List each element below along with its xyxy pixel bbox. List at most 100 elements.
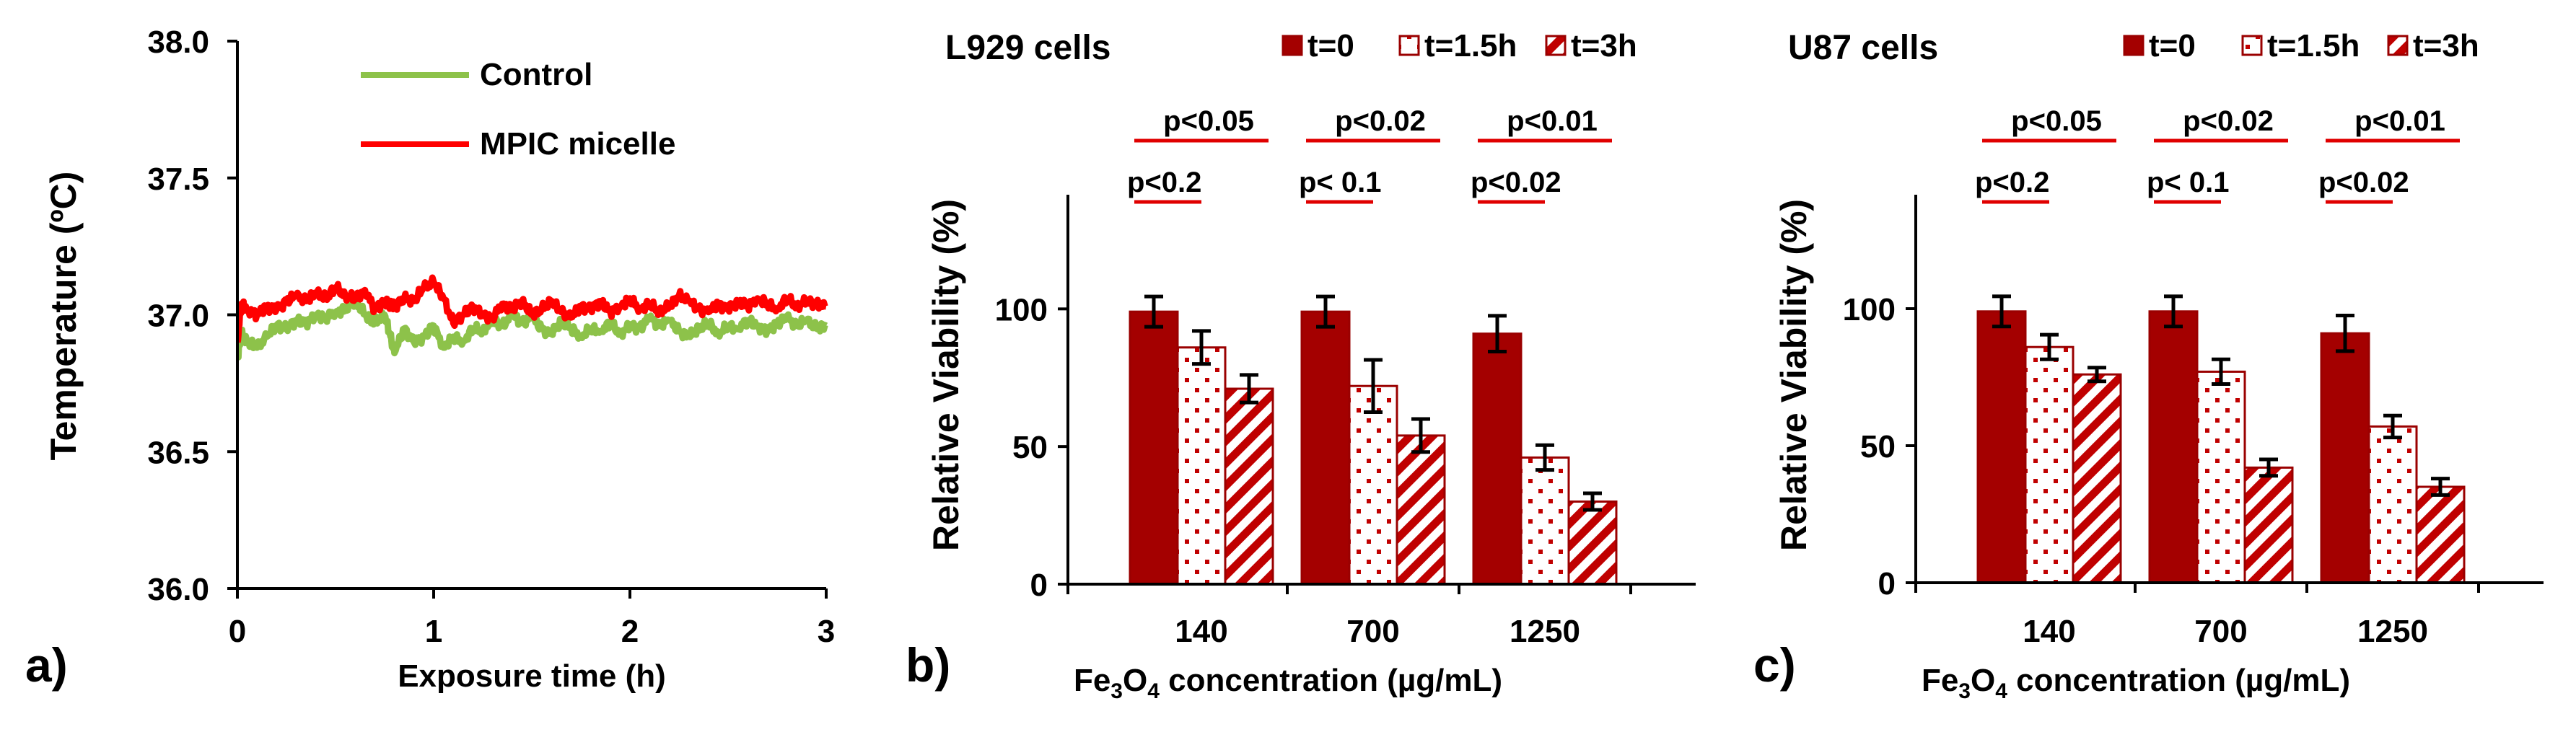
- b-title: L929 cells: [945, 29, 1111, 67]
- c-bar-t0: [1976, 310, 2027, 584]
- panel-a: a) 36.0 36.5 37.0 37.5 38.0 0 1 2 3 Temperature…: [25, 25, 835, 694]
- b-bar-t15h: [1520, 456, 1570, 586]
- b-significance-label: p<0.01: [1507, 105, 1598, 137]
- a-legend-label-control: Control: [480, 57, 592, 92]
- b-plot-area: 0 50 100 140 700 1250 p<0.05 p<0.2 p<0.02 p< 0.1 p…: [995, 105, 1696, 649]
- b-y-tick-label: 0: [1030, 568, 1048, 603]
- b-significance-label: p<0.05: [1163, 105, 1254, 137]
- b-legend-label-t3: t=3h: [1571, 28, 1637, 63]
- c-xlabel-rest: concentration (µg/mL): [2007, 663, 2350, 698]
- a-y-tick-label: 37.0: [147, 299, 209, 334]
- c-bar-t15h: [2024, 345, 2075, 584]
- c-bar-t0: [2320, 332, 2370, 584]
- a-legend-label-micelle: MPIC micelle: [480, 126, 675, 162]
- c-bar-t3h: [2072, 373, 2122, 584]
- c-legend-swatch-t0: [2123, 35, 2145, 56]
- b-bar-t3h: [1224, 387, 1274, 586]
- c-legend: t=0 t=1.5h t=3h: [2123, 28, 2479, 63]
- b-bar-t3h: [1396, 434, 1446, 586]
- a-y-ticks: 36.0 36.5 37.0 37.5 38.0: [147, 25, 237, 607]
- c-y-tick-label: 50: [1860, 429, 1896, 464]
- c-x-tick-label: 700: [2194, 614, 2247, 649]
- b-xlabel-sub3: 3: [1110, 679, 1123, 703]
- b-bar-t15h: [1176, 346, 1227, 586]
- b-significance-label: p< 0.1: [1299, 167, 1382, 198]
- c-x-tick-label: 1250: [2357, 614, 2428, 649]
- b-xlabel-rest: concentration (µg/mL): [1160, 663, 1502, 698]
- a-series-lines: [237, 274, 828, 361]
- b-bar-t0: [1129, 310, 1179, 586]
- b-y-tick-label: 50: [1012, 430, 1048, 465]
- c-legend-label-t15: t=1.5h: [2267, 28, 2360, 63]
- b-xlabel-sub4: 4: [1147, 679, 1160, 703]
- a-series-micelle-line: [237, 274, 828, 344]
- b-x-tick-label: 1250: [1510, 614, 1580, 649]
- a-x-ticks: 0 1 2 3: [229, 588, 835, 649]
- panel-label-b: b): [906, 638, 950, 692]
- panel-b: b) L929 cells Relative Viability (%) Fe3…: [906, 28, 1696, 703]
- c-significance-label: p<0.05: [2011, 105, 2102, 137]
- c-xlabel-sub3: 3: [1958, 679, 1971, 703]
- c-bar-t0: [2148, 310, 2199, 584]
- a-legend: Control MPIC micelle: [361, 57, 675, 162]
- b-legend-label-t15: t=1.5h: [1424, 28, 1517, 63]
- b-y-tick-label: 100: [995, 292, 1048, 327]
- a-y-tick-label: 36.0: [147, 572, 209, 607]
- panel-c: c) U87 cells Relative Viability (%) Fe3O…: [1753, 28, 2544, 703]
- b-xlabel-o: O: [1123, 663, 1147, 698]
- a-x-axis-label: Exposure time (h): [398, 658, 666, 694]
- a-x-tick-label: 0: [229, 614, 246, 649]
- b-legend-label-t0: t=0: [1307, 28, 1354, 63]
- a-series-control-line: [237, 296, 828, 361]
- a-y-tick-label: 36.5: [147, 435, 209, 470]
- c-y-axis-label: Relative Viability (%): [1774, 199, 1814, 551]
- c-xlabel-fe: Fe: [1922, 663, 1958, 698]
- c-bar-t15h: [2367, 425, 2418, 584]
- c-bar-t3h: [2243, 466, 2294, 584]
- b-bar-t0: [1300, 310, 1351, 586]
- c-x-tick-label: 140: [2023, 614, 2075, 649]
- c-significance-label: p<0.02: [2318, 167, 2409, 198]
- c-legend-swatch-t15: [2241, 35, 2263, 56]
- b-bar-t3h: [1567, 501, 1618, 586]
- b-x-tick-label: 700: [1346, 614, 1399, 649]
- c-y-tick-label: 100: [1843, 292, 1896, 327]
- b-significance-label: p<0.2: [1127, 167, 1201, 198]
- a-x-tick-label: 1: [425, 614, 442, 649]
- c-x-axis-label: Fe3O4 concentration (µg/mL): [1922, 663, 2350, 703]
- b-significance-label: p<0.02: [1471, 167, 1561, 198]
- b-xlabel-fe: Fe: [1074, 663, 1110, 698]
- c-title: U87 cells: [1788, 29, 1938, 67]
- a-y-axis-label: Temperature (ºC): [43, 172, 84, 461]
- c-significance-label: p<0.2: [1975, 167, 2049, 198]
- c-xlabel-o: O: [1971, 663, 1995, 698]
- b-legend-swatch-t3: [1545, 35, 1567, 56]
- c-xlabel-sub4: 4: [1995, 679, 2007, 703]
- b-legend-swatch-t0: [1282, 35, 1303, 56]
- c-significance-label: p<0.02: [2183, 105, 2274, 137]
- a-y-tick-label: 38.0: [147, 25, 209, 60]
- c-y-tick-label: 0: [1878, 566, 1896, 601]
- c-legend-label-t0: t=0: [2149, 28, 2196, 63]
- panel-label-a: a): [25, 638, 68, 692]
- b-legend-swatch-t15: [1398, 35, 1420, 56]
- panel-label-c: c): [1753, 638, 1796, 692]
- c-legend-label-t3: t=3h: [2413, 28, 2479, 63]
- a-x-tick-label: 3: [818, 614, 835, 649]
- b-legend: t=0 t=1.5h t=3h: [1282, 28, 1637, 63]
- c-bar-t15h: [2196, 370, 2246, 584]
- b-significance-label: p<0.02: [1335, 105, 1426, 137]
- a-x-tick-label: 2: [621, 614, 639, 649]
- c-significance-label: p< 0.1: [2147, 167, 2230, 198]
- c-plot-area: 0 50 100 140 700 1250 p<0.05 p<0.2 p<0.02 p< 0.1 p…: [1843, 105, 2544, 649]
- b-x-tick-label: 140: [1175, 614, 1227, 649]
- c-legend-swatch-t3: [2387, 35, 2409, 56]
- b-y-axis-label: Relative Viability (%): [926, 199, 966, 551]
- a-y-tick-label: 37.5: [147, 162, 209, 197]
- b-bar-t15h: [1348, 384, 1398, 586]
- b-bar-t0: [1472, 332, 1523, 586]
- c-significance-label: p<0.01: [2354, 105, 2445, 137]
- b-x-axis-label: Fe3O4 concentration (µg/mL): [1074, 663, 1502, 703]
- c-bar-t3h: [2415, 485, 2466, 584]
